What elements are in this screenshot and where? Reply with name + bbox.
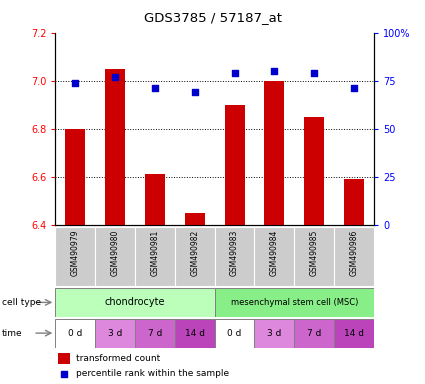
Bar (344, 179, 364, 225)
Text: 7 d: 7 d (147, 329, 162, 338)
Bar (294, 319, 334, 348)
Point (151, 85, 158, 91)
Bar (55, 227, 95, 286)
Bar (255, 227, 294, 286)
Text: 14 d: 14 d (185, 329, 205, 338)
Text: GSM490981: GSM490981 (150, 230, 159, 276)
Bar (334, 227, 374, 286)
Point (72, 79, 79, 86)
Text: mesenchymal stem cell (MSC): mesenchymal stem cell (MSC) (231, 298, 358, 307)
Bar (105, 69, 125, 225)
Text: percentile rank within the sample: percentile rank within the sample (76, 369, 229, 378)
Bar (264, 81, 284, 225)
Bar (55, 288, 215, 317)
Text: 3 d: 3 d (108, 329, 122, 338)
Point (351, 85, 357, 91)
Bar (145, 174, 165, 225)
Point (191, 89, 198, 95)
Text: GDS3785 / 57187_at: GDS3785 / 57187_at (144, 12, 281, 25)
Bar (334, 319, 374, 348)
Bar (175, 319, 215, 348)
Bar (185, 213, 205, 225)
Bar (255, 319, 294, 348)
Text: GSM490980: GSM490980 (110, 230, 119, 276)
Text: 7 d: 7 d (307, 329, 321, 338)
Bar (215, 227, 255, 286)
Point (231, 70, 238, 76)
Text: chondrocyte: chondrocyte (105, 297, 165, 308)
Text: 0 d: 0 d (227, 329, 242, 338)
Bar (304, 117, 324, 225)
Bar (175, 227, 215, 286)
Bar (215, 319, 255, 348)
Bar (135, 227, 175, 286)
Point (311, 70, 317, 76)
Point (112, 74, 119, 80)
Text: time: time (2, 329, 23, 338)
Text: 3 d: 3 d (267, 329, 282, 338)
Point (271, 68, 278, 74)
Bar (215, 288, 374, 317)
Text: GSM490985: GSM490985 (310, 230, 319, 276)
Text: 14 d: 14 d (344, 329, 364, 338)
Text: cell type: cell type (2, 298, 41, 307)
Text: 0 d: 0 d (68, 329, 82, 338)
Bar (135, 319, 175, 348)
Text: GSM490983: GSM490983 (230, 230, 239, 276)
Text: transformed count: transformed count (76, 354, 160, 363)
Text: GSM490986: GSM490986 (350, 230, 359, 276)
Text: GSM490979: GSM490979 (71, 230, 79, 276)
Bar (95, 227, 135, 286)
Bar (65, 129, 85, 225)
Text: GSM490982: GSM490982 (190, 230, 199, 276)
Bar (294, 227, 334, 286)
Point (61, 371, 68, 377)
Bar (95, 319, 135, 348)
Bar (58, 353, 70, 364)
Text: GSM490984: GSM490984 (270, 230, 279, 276)
Bar (224, 105, 244, 225)
Bar (55, 319, 95, 348)
